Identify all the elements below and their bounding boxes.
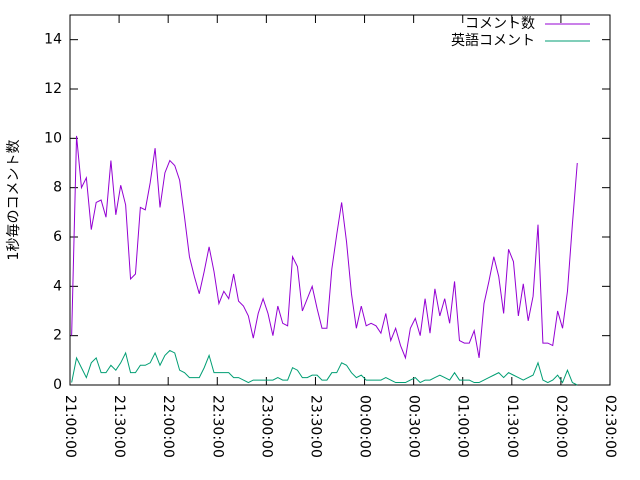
y-tick-label: 8 — [53, 180, 62, 196]
y-tick-label: 6 — [53, 229, 62, 245]
legend-label: コメント数 — [465, 16, 535, 32]
x-tick-label: 22:00:00 — [160, 395, 176, 458]
x-tick-label: 23:30:00 — [307, 395, 323, 458]
legend-label: 英語コメント — [451, 32, 535, 49]
plot-frame — [69, 14, 611, 386]
x-tick-label: 02:00:00 — [553, 395, 569, 458]
y-tick-label: 0 — [53, 377, 62, 393]
x-tick-label: 21:00:00 — [62, 395, 78, 458]
x-tick-label: 22:30:00 — [209, 395, 225, 458]
y-tick-label: 14 — [44, 32, 62, 48]
x-tick-label: 23:00:00 — [258, 395, 274, 458]
x-tick-label: 01:00:00 — [455, 395, 471, 458]
y-tick-label: 10 — [44, 130, 62, 146]
x-tick-label: 21:30:00 — [111, 395, 127, 458]
y-tick-label: 4 — [53, 278, 62, 294]
x-tick-label: 02:30:00 — [602, 395, 618, 458]
x-tick-label: 00:00:00 — [357, 395, 373, 458]
series-line — [71, 135, 578, 360]
series-line — [71, 349, 578, 386]
y-tick-label: 12 — [44, 81, 62, 97]
y-axis-label: 1秒毎のコメント数 — [6, 140, 22, 261]
y-tick-label: 2 — [53, 328, 62, 344]
x-tick-label: 00:30:00 — [406, 395, 422, 458]
x-tick-label: 01:30:00 — [504, 395, 520, 458]
